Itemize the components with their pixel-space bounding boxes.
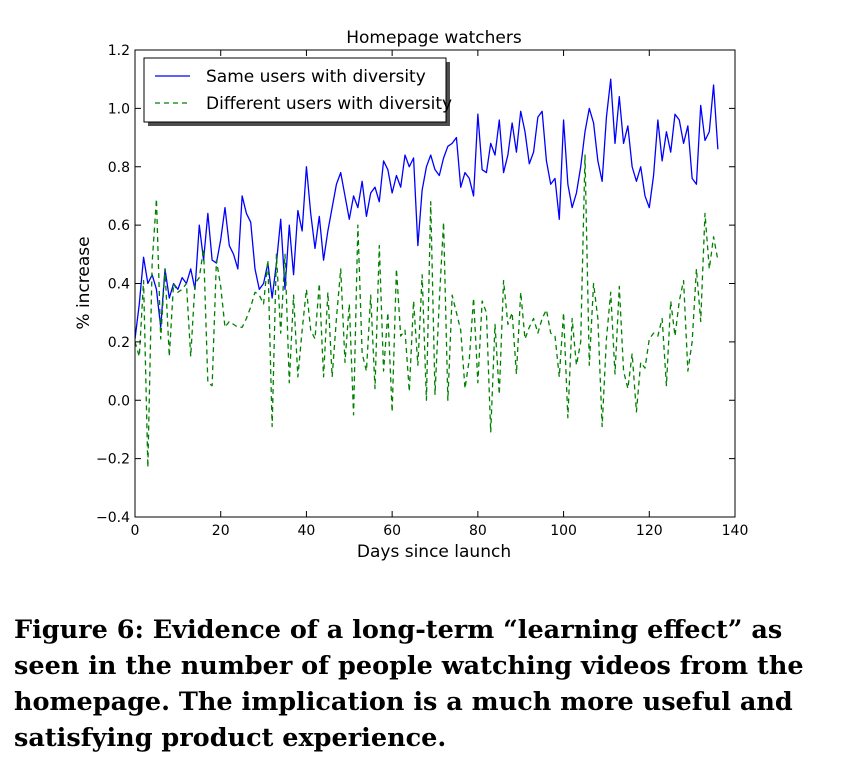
x-axis-label: Days since launch [357,542,511,562]
y-tick-label: 0.0 [108,393,130,409]
figure-caption: Figure 6: Evidence of a long-term “learn… [14,615,804,753]
x-tick-label: 140 [722,523,749,539]
legend-label-different-users: Different users with diversity [206,94,452,114]
x-tick-label: 80 [469,523,487,539]
legend-label-same-users: Same users with diversity [206,67,426,87]
series-line-same-users [135,78,719,340]
x-tick-label: 0 [131,523,140,539]
series-line-different-users [135,154,719,469]
x-tick-label: 20 [212,523,230,539]
y-tick-label: 0.6 [108,218,130,234]
y-tick-label: 1.0 [108,101,130,117]
y-tick-label: −0.2 [96,452,130,468]
chart-title: Homepage watchers [346,28,522,48]
x-axis: 0 20 40 60 80 100 120 140 [131,50,749,539]
x-tick-label: 120 [636,523,663,539]
y-tick-label: 0.8 [108,160,130,176]
legend: Same users with diversity Different user… [143,57,452,126]
x-tick-label: 40 [298,523,316,539]
legend-box [143,57,447,123]
y-tick-label: 0.4 [108,277,130,293]
y-tick-label: 1.2 [108,43,130,59]
line-chart: Homepage watchers 0 20 40 60 80 100 120 140 −0.… [74,28,749,562]
y-tick-label: −0.4 [96,510,130,526]
series-layer [135,78,719,469]
y-tick-label: 0.2 [108,335,130,351]
x-tick-label: 100 [550,523,577,539]
y-axis: −0.4 −0.2 0.0 0.2 0.4 0.6 0.8 1.0 1.2 [96,43,735,526]
y-axis-label: % increase [74,236,94,329]
x-tick-label: 60 [383,523,401,539]
